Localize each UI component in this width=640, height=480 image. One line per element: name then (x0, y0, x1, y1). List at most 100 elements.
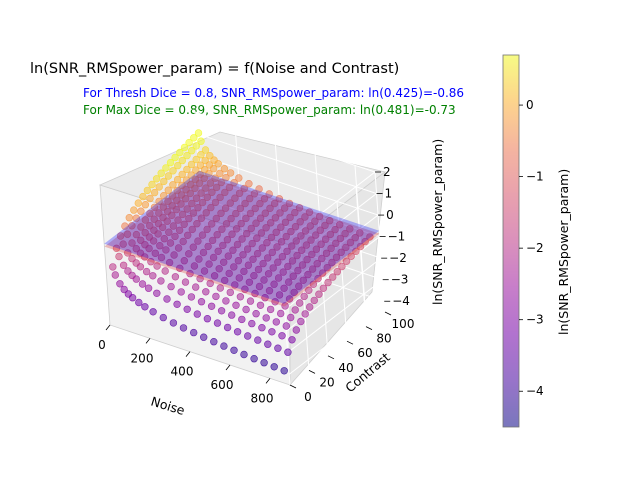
data-point (194, 237, 202, 245)
data-point (197, 214, 206, 222)
data-point (203, 225, 211, 234)
data-point (178, 156, 187, 165)
data-point (318, 254, 326, 263)
data-point (233, 328, 242, 336)
data-point (326, 230, 335, 239)
data-point (319, 284, 328, 292)
data-point (277, 309, 285, 318)
data-point (299, 276, 307, 284)
data-point (231, 281, 239, 289)
data-point (256, 199, 264, 208)
data-point (132, 245, 141, 253)
y-tick-label: 100 (392, 317, 415, 331)
data-point (261, 294, 269, 302)
data-point (176, 264, 184, 272)
data-point (146, 194, 154, 203)
data-point (192, 166, 200, 174)
data-point (238, 235, 246, 243)
x-tick-label: 600 (211, 378, 234, 392)
data-point (266, 204, 274, 213)
colorbar (502, 54, 520, 428)
data-point (213, 231, 221, 239)
data-point (141, 201, 150, 209)
data-point (176, 148, 184, 157)
data-point (169, 167, 177, 175)
data-point (301, 213, 309, 221)
data-point (155, 183, 163, 191)
data-point (192, 283, 200, 291)
data-point (261, 209, 269, 217)
data-point (347, 252, 355, 260)
data-point (157, 277, 165, 285)
z-tick-label: 1 (385, 187, 393, 201)
data-point (271, 298, 279, 306)
data-point (219, 241, 227, 250)
data-point (158, 223, 167, 232)
data-point (154, 230, 162, 238)
x-tick-label: 400 (171, 365, 194, 379)
data-point (238, 315, 246, 324)
data-point (318, 269, 327, 277)
z-tick-label: −4 (392, 294, 410, 308)
data-point (199, 248, 208, 257)
data-point (196, 161, 205, 169)
data-point (182, 176, 191, 184)
data-point (284, 262, 292, 271)
data-point (192, 194, 201, 202)
data-point (284, 348, 292, 356)
colorbar-tick-label: −4 (526, 384, 544, 398)
data-point (187, 293, 196, 301)
data-point (262, 224, 270, 232)
data-point (225, 269, 233, 278)
data-point (141, 216, 150, 224)
data-point (193, 220, 201, 228)
data-point (331, 225, 339, 234)
data-point (260, 359, 268, 367)
data-point (210, 272, 219, 280)
y-tick-label: 80 (376, 332, 391, 346)
data-point (204, 242, 212, 251)
data-point (206, 152, 214, 160)
data-point (197, 189, 205, 197)
data-point (246, 194, 254, 203)
data-point (264, 254, 272, 262)
data-point (174, 244, 183, 252)
data-point (281, 204, 289, 212)
data-point (326, 217, 334, 225)
data-point (283, 247, 291, 256)
data-point (130, 206, 138, 214)
data-point (197, 137, 205, 145)
data-point (240, 184, 249, 193)
data-point (226, 169, 235, 177)
data-point (213, 319, 222, 327)
data-point (282, 232, 290, 241)
data-point (243, 229, 251, 238)
data-point (224, 252, 233, 260)
data-point (346, 238, 355, 247)
data-point (237, 219, 245, 228)
data-point (356, 242, 365, 251)
y-tick-label: 60 (357, 346, 372, 360)
data-point (186, 269, 194, 278)
data-point (241, 199, 249, 208)
data-point (151, 249, 160, 258)
data-point (208, 220, 216, 228)
data-point (301, 310, 309, 318)
data-point (250, 355, 258, 363)
data-point (308, 250, 316, 259)
data-point (167, 282, 175, 291)
data-point (245, 278, 254, 286)
data-point (159, 313, 168, 322)
data-point (322, 235, 330, 243)
data-point (235, 274, 244, 282)
data-point (336, 221, 344, 229)
data-point (194, 204, 202, 212)
colorbar-tick-label: 0 (526, 98, 534, 112)
data-point (272, 228, 280, 237)
data-point (327, 244, 335, 253)
data-point (170, 251, 178, 259)
data-point (162, 164, 170, 172)
z-tick-label: −1 (388, 230, 406, 244)
data-point (215, 265, 223, 273)
data-point (139, 192, 147, 201)
